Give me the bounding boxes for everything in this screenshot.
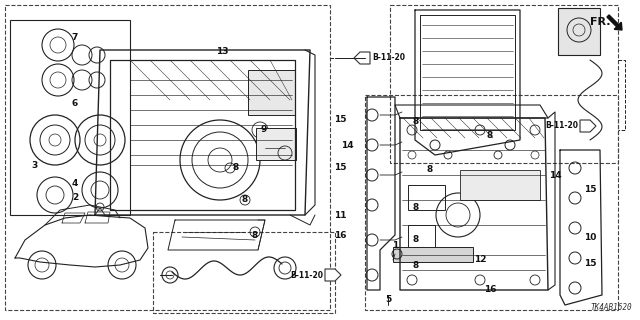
- Text: B-11-20: B-11-20: [372, 53, 405, 62]
- Text: 14: 14: [340, 140, 353, 149]
- Polygon shape: [580, 120, 596, 132]
- Bar: [558, 8, 600, 55]
- Polygon shape: [325, 269, 341, 281]
- Text: 8: 8: [233, 164, 239, 172]
- FancyArrow shape: [607, 15, 622, 30]
- Text: 8: 8: [413, 117, 419, 126]
- Bar: [393, 247, 473, 262]
- Text: 12: 12: [474, 255, 486, 265]
- Bar: [153, 232, 335, 313]
- Bar: [390, 5, 618, 163]
- Text: 8: 8: [252, 231, 258, 241]
- Text: 6: 6: [72, 99, 78, 108]
- Text: 8: 8: [427, 165, 433, 174]
- Text: 1: 1: [392, 242, 398, 251]
- Text: TK4AB1620: TK4AB1620: [590, 303, 632, 312]
- Bar: [408, 185, 445, 210]
- Text: 8: 8: [487, 131, 493, 140]
- Text: 3: 3: [31, 161, 37, 170]
- Text: 2: 2: [72, 194, 78, 203]
- Text: 5: 5: [385, 295, 391, 305]
- Text: FR.: FR.: [590, 17, 611, 27]
- Polygon shape: [354, 52, 370, 64]
- Text: 9: 9: [261, 125, 267, 134]
- Text: 4: 4: [72, 179, 78, 188]
- Bar: [256, 128, 296, 160]
- Text: 15: 15: [333, 164, 346, 172]
- Bar: [408, 225, 435, 260]
- Text: B-11-20: B-11-20: [545, 122, 578, 131]
- Text: 10: 10: [584, 234, 596, 243]
- Bar: [365, 95, 618, 310]
- Text: 7: 7: [72, 34, 78, 43]
- Text: 8: 8: [242, 196, 248, 204]
- Text: 15: 15: [584, 186, 596, 195]
- Text: 14: 14: [548, 171, 561, 180]
- Text: 15: 15: [333, 116, 346, 124]
- Text: 13: 13: [216, 47, 228, 57]
- Text: 15: 15: [584, 259, 596, 268]
- Text: 11: 11: [333, 212, 346, 220]
- Bar: [10, 20, 130, 215]
- Bar: [5, 5, 330, 310]
- Text: 8: 8: [413, 236, 419, 244]
- Text: B-11-20: B-11-20: [290, 270, 323, 279]
- Text: 16: 16: [333, 230, 346, 239]
- Bar: [248, 70, 295, 115]
- Text: 8: 8: [413, 203, 419, 212]
- Text: 8: 8: [413, 260, 419, 269]
- Bar: [460, 170, 540, 200]
- Text: 16: 16: [484, 284, 496, 293]
